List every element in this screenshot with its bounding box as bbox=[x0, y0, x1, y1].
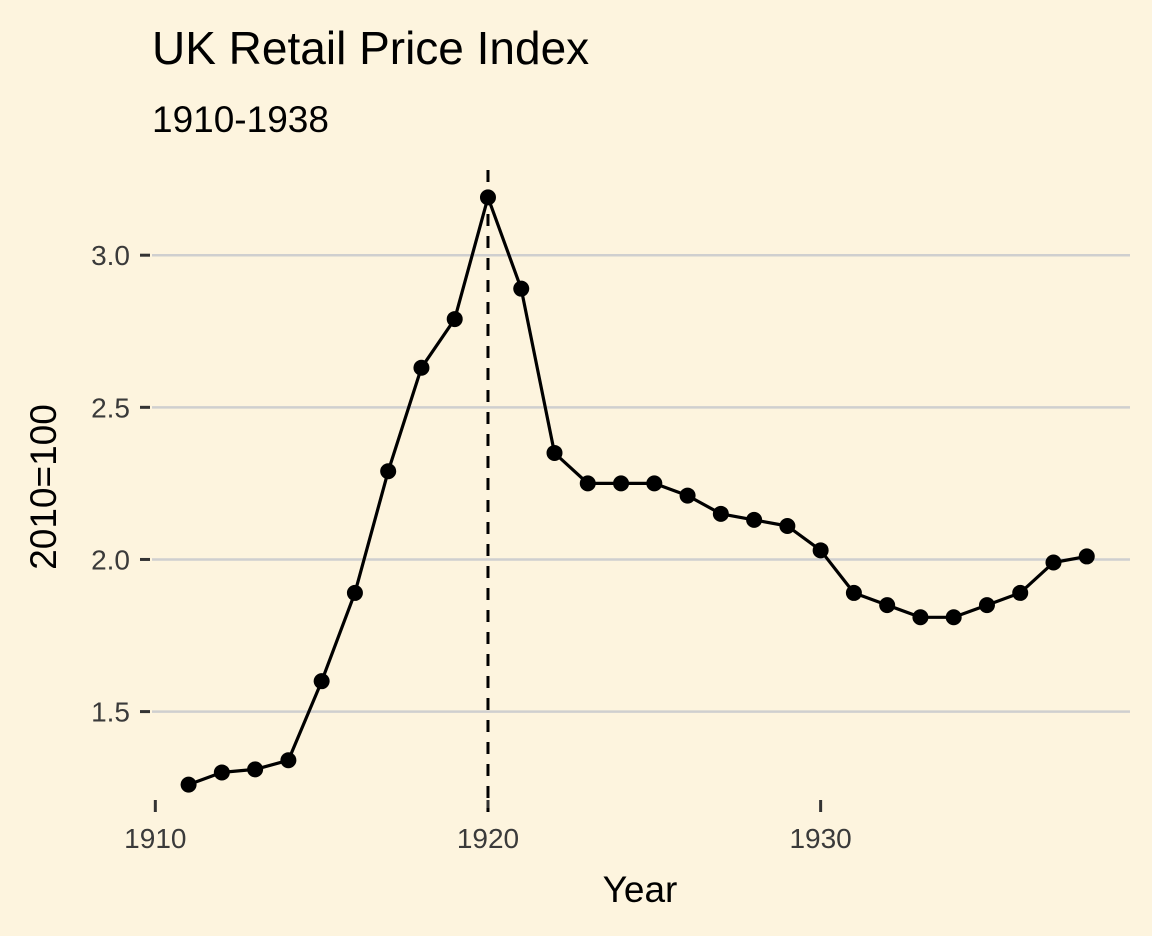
y-tick-label: 2.0 bbox=[91, 544, 130, 575]
x-tick-label: 1910 bbox=[124, 823, 186, 854]
data-point bbox=[812, 542, 829, 559]
gridlines bbox=[152, 253, 1130, 713]
x-axis: 1910 1920 1930 bbox=[124, 800, 852, 854]
data-point bbox=[513, 280, 530, 297]
chart-subtitle: 1910-1938 bbox=[152, 99, 329, 140]
chart-title: UK Retail Price Index bbox=[152, 22, 589, 74]
data-point bbox=[446, 311, 463, 328]
data-point bbox=[679, 487, 696, 504]
data-point bbox=[1078, 548, 1095, 565]
data-point bbox=[613, 475, 630, 492]
data-point bbox=[479, 189, 496, 206]
data-point bbox=[646, 475, 663, 492]
data-point bbox=[978, 597, 995, 614]
data-point bbox=[945, 609, 962, 626]
x-tick-label: 1930 bbox=[789, 823, 851, 854]
data-point bbox=[180, 776, 197, 793]
data-point bbox=[413, 359, 430, 376]
data-point bbox=[912, 609, 929, 626]
y-tick-label: 1.5 bbox=[91, 697, 130, 728]
data-point bbox=[213, 764, 230, 781]
series-line bbox=[188, 195, 1088, 787]
y-axis: 1.5 2.0 2.5 3.0 bbox=[91, 240, 150, 728]
data-point bbox=[247, 761, 264, 778]
data-point bbox=[546, 444, 563, 461]
data-point bbox=[380, 463, 397, 480]
data-point bbox=[746, 511, 763, 528]
data-point bbox=[1012, 584, 1029, 601]
series-group bbox=[180, 189, 1095, 793]
data-point bbox=[712, 505, 729, 522]
data-point bbox=[1045, 554, 1062, 571]
data-point bbox=[346, 584, 363, 601]
data-point bbox=[579, 475, 596, 492]
y-tick-label: 3.0 bbox=[91, 240, 130, 271]
data-point bbox=[879, 597, 896, 614]
y-tick-label: 2.5 bbox=[91, 392, 130, 423]
x-axis-title: Year bbox=[603, 869, 678, 910]
x-tick-label: 1920 bbox=[457, 823, 519, 854]
data-point bbox=[779, 517, 796, 534]
data-point bbox=[280, 752, 297, 769]
y-axis-title: 2010=100 bbox=[23, 404, 64, 570]
data-point bbox=[313, 673, 330, 690]
data-point bbox=[845, 584, 862, 601]
